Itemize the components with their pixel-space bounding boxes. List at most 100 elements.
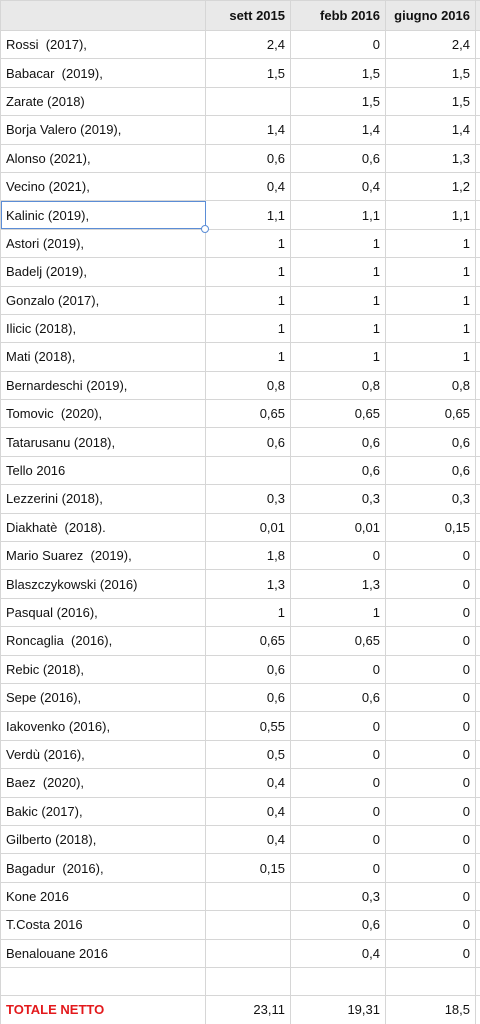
cell-value[interactable]: 0: [290, 654, 386, 684]
row-label[interactable]: Verdù (2016),: [0, 739, 206, 770]
row-label[interactable]: Benalouane 2016: [0, 938, 206, 968]
row-label[interactable]: Tomovic (2020),: [0, 399, 206, 429]
row-label[interactable]: Rossi (2017),: [0, 29, 206, 60]
cell-value[interactable]: 0,15: [385, 512, 476, 543]
extra-cell[interactable]: [475, 597, 480, 628]
cell-value[interactable]: 1,1: [290, 200, 386, 230]
row-label[interactable]: Mario Suarez (2019),: [0, 541, 206, 571]
cell-value[interactable]: 1: [290, 313, 386, 344]
row-label[interactable]: Vecino (2021),: [0, 171, 206, 202]
row-label[interactable]: [0, 966, 206, 997]
cell-value[interactable]: 0,8: [290, 370, 386, 401]
cell-value[interactable]: 0: [385, 569, 476, 599]
extra-cell[interactable]: [475, 512, 480, 543]
cell-value[interactable]: 1,5: [385, 86, 476, 117]
extra-cell[interactable]: [475, 115, 480, 145]
cell-value[interactable]: [205, 455, 291, 486]
row-label[interactable]: Ilicic (2018),: [0, 313, 206, 344]
extra-cell[interactable]: [475, 569, 480, 599]
cell-value[interactable]: 0,01: [290, 512, 386, 543]
cell-value[interactable]: 0: [290, 796, 386, 826]
cell-value[interactable]: 0: [290, 853, 386, 883]
extra-cell[interactable]: [475, 143, 480, 173]
cell-value[interactable]: 1,3: [385, 143, 476, 173]
cell-value[interactable]: 0,4: [205, 796, 291, 826]
cell-value[interactable]: 1: [290, 228, 386, 259]
cell-value[interactable]: 0,4: [290, 938, 386, 968]
extra-cell[interactable]: [475, 626, 480, 656]
extra-cell[interactable]: [475, 711, 480, 741]
cell-value[interactable]: [205, 881, 291, 912]
cell-value[interactable]: 0: [290, 541, 386, 571]
cell-value[interactable]: 2,4: [205, 29, 291, 60]
cell-value[interactable]: 0: [385, 853, 476, 883]
row-label[interactable]: Alonso (2021),: [0, 143, 206, 173]
extra-cell[interactable]: [475, 427, 480, 457]
extra-cell[interactable]: [475, 370, 480, 401]
extra-cell[interactable]: [475, 768, 480, 798]
cell-value[interactable]: 19,31: [290, 995, 386, 1024]
cell-value[interactable]: 1,5: [290, 58, 386, 88]
cell-value[interactable]: 1,5: [205, 58, 291, 88]
row-label[interactable]: Tatarusanu (2018),: [0, 427, 206, 457]
extra-cell[interactable]: [475, 313, 480, 344]
cell-value[interactable]: 0: [385, 881, 476, 912]
cell-value[interactable]: 0: [385, 654, 476, 684]
row-label[interactable]: Zarate (2018): [0, 86, 206, 117]
cell-value[interactable]: 0: [290, 824, 386, 855]
extra-cell[interactable]: [475, 455, 480, 486]
cell-value[interactable]: 1: [205, 342, 291, 372]
cell-value[interactable]: 1,5: [290, 86, 386, 117]
row-label[interactable]: Blaszczykowski (2016): [0, 569, 206, 599]
cell-value[interactable]: 0: [290, 768, 386, 798]
cell-value[interactable]: 0: [290, 29, 386, 60]
cell-value[interactable]: 0,4: [205, 768, 291, 798]
cell-value[interactable]: 0,6: [290, 455, 386, 486]
row-label[interactable]: Gonzalo (2017),: [0, 285, 206, 315]
cell-value[interactable]: 23,11: [205, 995, 291, 1024]
cell-value[interactable]: 0: [385, 597, 476, 628]
cell-value[interactable]: 0,4: [205, 824, 291, 855]
cell-value[interactable]: 0,6: [205, 682, 291, 713]
cell-value[interactable]: 1: [385, 228, 476, 259]
cell-value[interactable]: [205, 86, 291, 117]
row-label[interactable]: Astori (2019),: [0, 228, 206, 259]
extra-cell[interactable]: [475, 342, 480, 372]
extra-cell[interactable]: [475, 29, 480, 60]
row-label[interactable]: Bakic (2017),: [0, 796, 206, 826]
extra-cell[interactable]: [475, 399, 480, 429]
extra-cell[interactable]: [475, 484, 480, 514]
cell-value[interactable]: 0: [385, 682, 476, 713]
cell-value[interactable]: 1: [290, 597, 386, 628]
extra-cell[interactable]: [475, 853, 480, 883]
extra-cell[interactable]: [475, 881, 480, 912]
cell-value[interactable]: 1: [385, 285, 476, 315]
cell-value[interactable]: 0,6: [290, 427, 386, 457]
row-label[interactable]: Diakhatè (2018).: [0, 512, 206, 543]
cell-value[interactable]: 0: [290, 711, 386, 741]
cell-value[interactable]: 1,3: [205, 569, 291, 599]
extra-cell[interactable]: [475, 824, 480, 855]
extra-cell[interactable]: [475, 966, 480, 997]
cell-value[interactable]: 0,65: [205, 626, 291, 656]
cell-value[interactable]: 0,55: [205, 711, 291, 741]
row-label[interactable]: Babacar (2019),: [0, 58, 206, 88]
row-label[interactable]: Roncaglia (2016),: [0, 626, 206, 656]
cell-value[interactable]: 0,6: [290, 910, 386, 940]
cell-value[interactable]: [205, 966, 291, 997]
row-label[interactable]: Iakovenko (2016),: [0, 711, 206, 741]
cell-value[interactable]: 1,1: [385, 200, 476, 230]
cell-value[interactable]: 1,5: [385, 58, 476, 88]
cell-value[interactable]: 1: [205, 285, 291, 315]
extra-cell[interactable]: [475, 739, 480, 770]
cell-value[interactable]: 0,4: [205, 171, 291, 202]
row-label[interactable]: Bernardeschi (2019),: [0, 370, 206, 401]
cell-value[interactable]: 0,6: [385, 427, 476, 457]
cell-value[interactable]: 0: [290, 739, 386, 770]
extra-cell[interactable]: [475, 995, 480, 1024]
extra-cell[interactable]: [475, 171, 480, 202]
cell-value[interactable]: 0,65: [205, 399, 291, 429]
cell-value[interactable]: 1: [205, 597, 291, 628]
row-label[interactable]: Sepe (2016),: [0, 682, 206, 713]
cell-value[interactable]: 1,4: [290, 115, 386, 145]
